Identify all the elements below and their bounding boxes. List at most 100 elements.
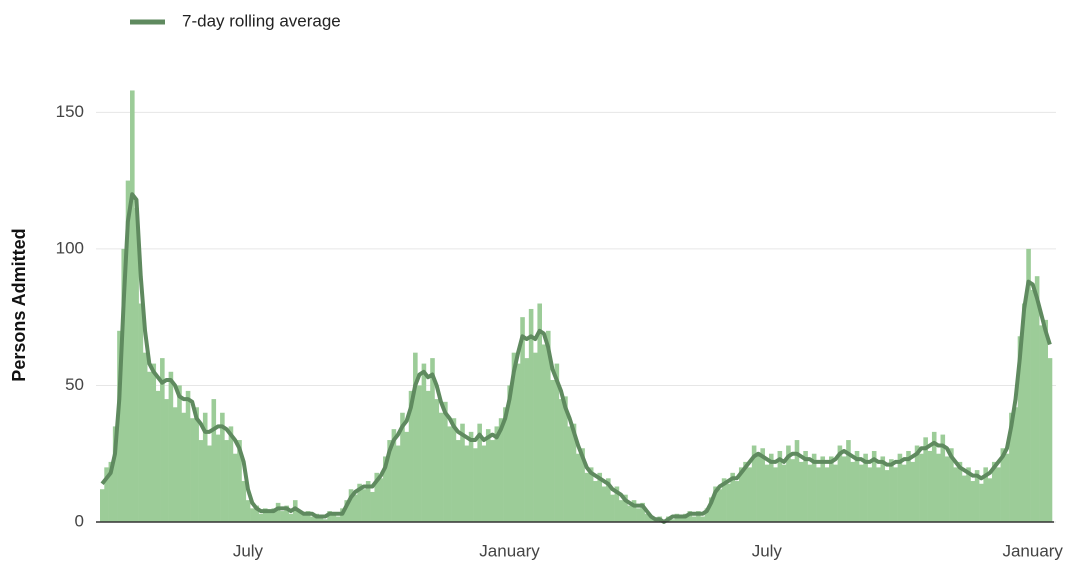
bar [327,511,332,522]
bar [477,423,482,522]
bar [794,440,800,522]
bar [421,363,427,522]
bar [545,330,551,522]
bar [606,478,611,522]
bar [1043,319,1049,522]
bar [181,412,187,522]
bar [258,513,264,522]
bar [876,467,881,522]
bar [413,352,418,522]
bar [155,390,161,522]
y-tick-label: 0 [75,511,84,530]
bar [738,467,744,522]
bar [730,472,735,522]
bar [348,489,354,522]
bar [550,379,555,522]
bar [164,399,169,522]
bar [503,407,508,522]
bar [207,445,212,522]
bar [623,494,628,522]
bar [524,358,530,522]
bar [451,418,457,522]
bar [584,472,590,522]
bar [211,399,217,522]
bar [284,505,289,522]
bar [760,448,765,522]
bar [1000,448,1006,522]
bar [232,453,238,522]
bar [117,330,122,522]
bar [627,505,633,522]
bar [520,317,525,522]
bar [593,481,598,522]
bar [867,467,873,522]
bar [220,412,225,522]
bar [884,470,890,522]
bar [400,412,405,522]
bar [678,516,684,522]
bar [708,497,714,522]
bar [1017,336,1023,522]
bar [434,399,440,522]
bar [768,453,774,522]
bar [151,363,157,522]
bar [198,440,204,522]
bar [194,407,199,522]
bar [541,344,547,522]
bar [322,519,328,522]
bar [640,502,645,522]
bar [631,500,637,522]
bar [773,467,778,522]
bar [803,450,808,522]
bar [820,456,826,522]
bar [1034,276,1040,522]
bar [936,453,941,522]
bar [297,511,302,522]
x-tick-label: July [752,541,783,560]
bar [1030,289,1036,522]
bar [365,481,371,522]
bar [215,434,221,522]
bar [473,448,478,522]
bar [335,516,341,522]
bar [897,453,903,522]
bar [696,511,701,522]
x-tick-label: January [479,541,540,560]
bar [241,481,247,522]
bar [430,358,435,522]
bar [721,478,727,522]
bar [498,418,504,522]
bar [142,352,148,522]
bar [130,90,135,523]
bar [571,423,577,522]
bar [395,445,401,522]
bar [494,426,500,522]
bar [648,516,654,522]
bar [567,426,573,522]
bar [991,461,997,522]
bar [108,461,114,522]
bar [417,385,422,522]
bar [490,440,495,522]
bar [280,511,285,522]
bar [811,453,817,522]
bar [919,453,924,522]
bar [292,500,298,522]
bar [588,467,594,522]
bar [537,303,542,522]
bar [798,461,804,522]
bar [889,459,894,522]
bar [511,352,517,522]
bar [850,461,856,522]
bar [829,456,834,522]
bar [949,448,954,522]
x-tick-label: January [1002,541,1063,560]
bar [726,483,731,522]
bar [837,445,843,522]
bar [1039,325,1044,522]
bar [824,467,830,522]
bar [957,461,963,522]
bar [468,431,474,522]
bar [554,363,560,522]
bar [893,467,898,522]
